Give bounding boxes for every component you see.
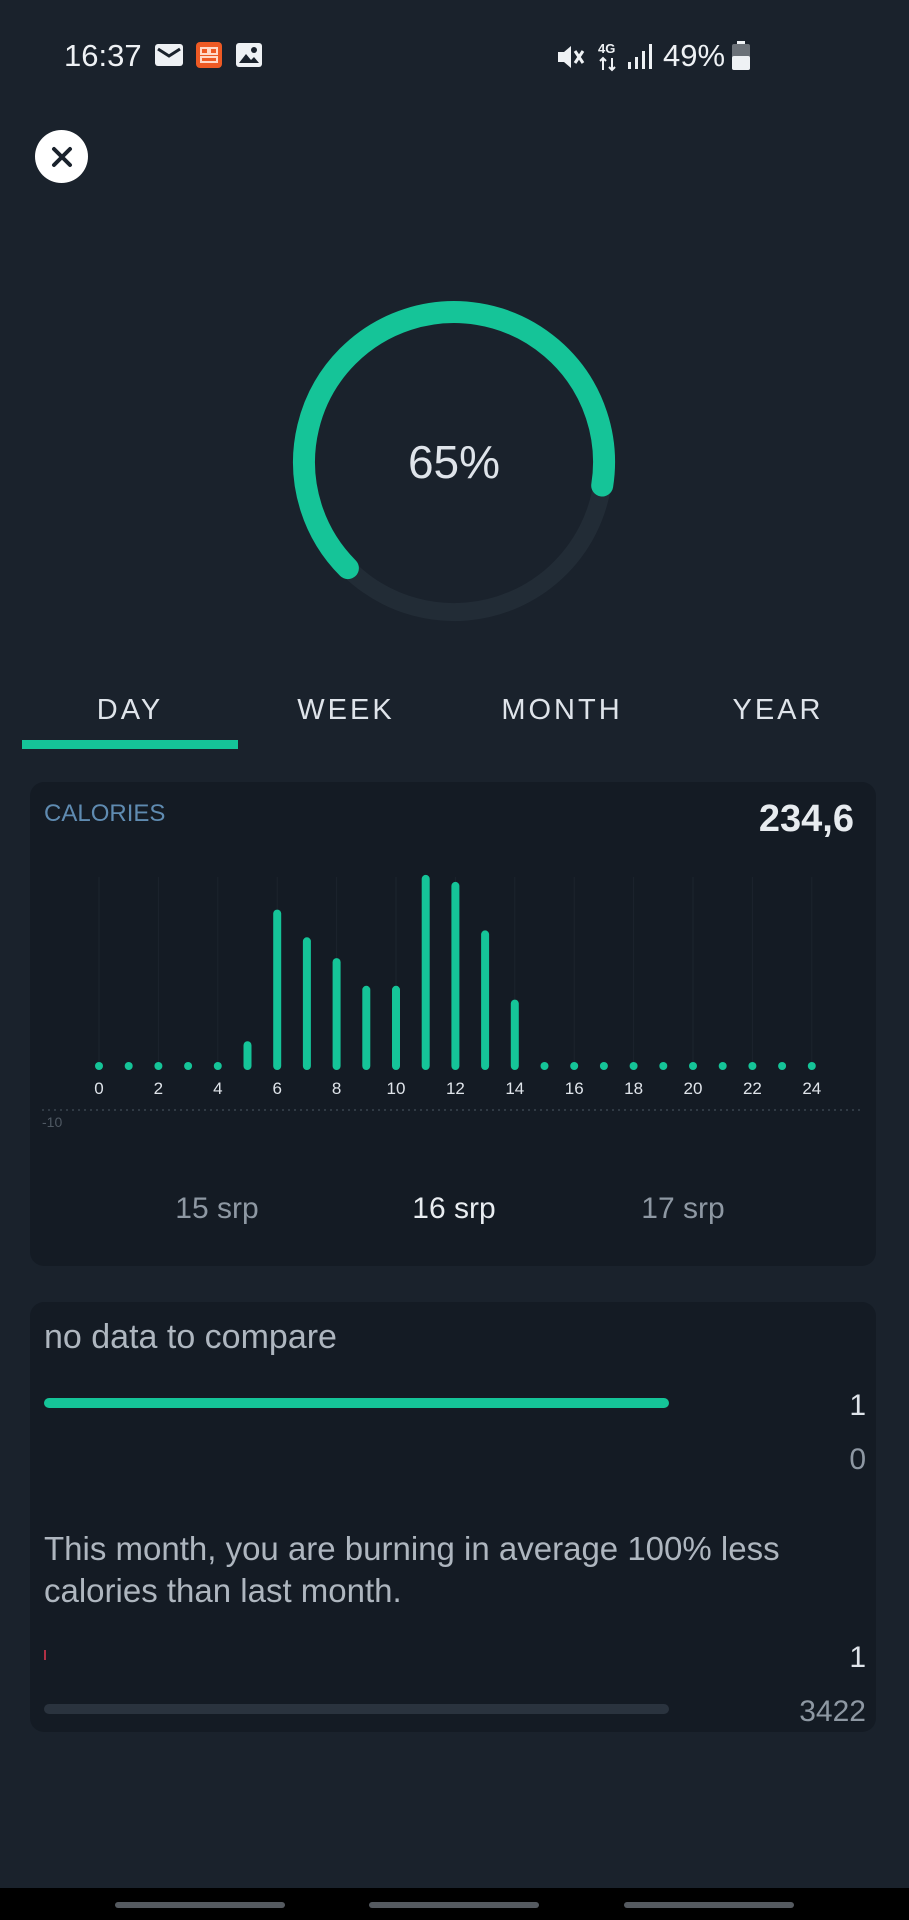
x-tick-label: 18 <box>624 1079 643 1098</box>
signal-icon <box>628 44 652 69</box>
x-tick-label: 16 <box>565 1079 584 1098</box>
tab-year[interactable]: YEAR <box>732 693 824 726</box>
x-tick-label: 0 <box>94 1079 103 1098</box>
x-tick-label: 24 <box>802 1079 821 1098</box>
status-time: 16:37 <box>64 38 142 73</box>
x-tick-label: 2 <box>154 1079 163 1098</box>
svg-text:4G: 4G <box>598 41 615 56</box>
period-tabs: DAY WEEK MONTH YEAR <box>22 670 886 750</box>
app-notification-icon <box>196 42 222 68</box>
x-tick-label: 4 <box>213 1079 222 1098</box>
tab-week[interactable]: WEEK <box>297 693 395 726</box>
date-prev[interactable]: 15 srp <box>175 1192 259 1225</box>
comparison-bar-last-month <box>44 1704 669 1714</box>
calories-title: CALORIES <box>44 800 166 827</box>
x-tick-label: 6 <box>272 1079 281 1098</box>
active-tab-indicator <box>22 740 238 749</box>
comparison-card: no data to compare 1 0 This month, you a… <box>30 1302 876 1732</box>
date-selector: 15 srp 16 srp 17 srp <box>30 1192 876 1242</box>
x-tick-label: 10 <box>387 1079 406 1098</box>
system-nav-bar <box>0 1888 909 1920</box>
x-tick-label: 12 <box>446 1079 465 1098</box>
mute-icon <box>558 46 585 68</box>
comparison-bar-current <box>44 1398 669 1408</box>
close-icon <box>51 146 72 167</box>
y-tick-label: -10 <box>42 1114 62 1130</box>
progress-ring-graphic <box>293 301 615 622</box>
date-current[interactable]: 16 srp <box>412 1192 496 1225</box>
comparison-message: This month, you are burning in average 1… <box>44 1530 780 1609</box>
date-next[interactable]: 17 srp <box>641 1192 725 1225</box>
tab-day[interactable]: DAY <box>96 693 164 726</box>
tab-month[interactable]: MONTH <box>501 693 623 726</box>
comparison-previous-value: 0 <box>849 1443 866 1476</box>
last-month-value: 3422 <box>799 1695 866 1728</box>
x-tick-label: 20 <box>684 1079 703 1098</box>
progress-percent: 65% <box>407 436 501 488</box>
x-tick-label: 22 <box>743 1079 762 1098</box>
close-button[interactable] <box>35 130 88 183</box>
battery-icon <box>732 41 750 70</box>
network-4g-icon: 4G <box>598 41 616 72</box>
no-data-text: no data to compare <box>44 1318 337 1356</box>
image-icon <box>236 43 262 67</box>
calories-total: 234,6 <box>758 798 854 840</box>
x-tick-label: 14 <box>505 1079 524 1098</box>
calories-chart: 0 2 4 6 8 10 12 14 16 18 20 22 24 -10 <box>42 874 860 1130</box>
progress-ring: 65% <box>254 262 654 662</box>
nav-recents-button[interactable] <box>115 1902 285 1908</box>
nav-home-button[interactable] <box>369 1902 539 1908</box>
mail-icon <box>155 44 183 66</box>
nav-back-button[interactable] <box>624 1902 794 1908</box>
x-tick-label: 8 <box>332 1079 341 1098</box>
ring-progress-arc <box>293 301 615 580</box>
this-month-value: 1 <box>849 1641 866 1674</box>
battery-percent: 49% <box>663 38 726 73</box>
comparison-current-value: 1 <box>849 1389 866 1422</box>
status-bar: 16:37 4G 49% <box>0 0 909 115</box>
comparison-bar-this-month <box>44 1650 46 1660</box>
calories-card: 0 2 4 6 8 10 12 14 16 18 20 22 24 -10 CALORIES 234,6… <box>30 782 876 1266</box>
